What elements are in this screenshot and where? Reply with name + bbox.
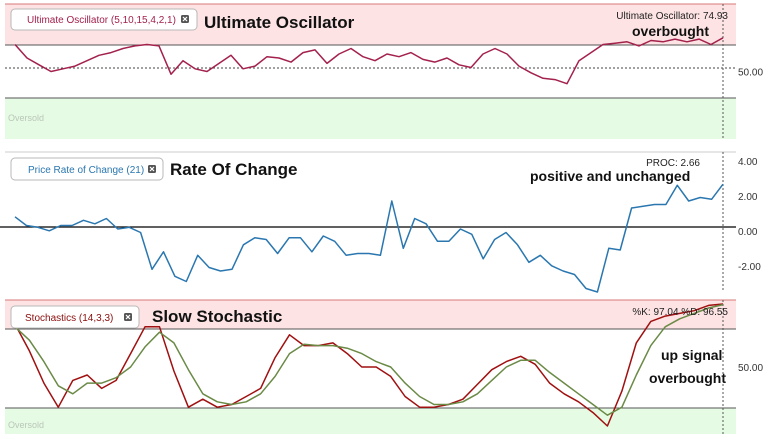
annotation-title: Slow Stochastic [152, 307, 282, 326]
pct-K-line-2-0 [14, 303, 724, 427]
y-axis-ticks: 50.00 [738, 363, 763, 374]
value-readout: PROC: 2.66 [646, 158, 700, 169]
rate-of-change-series [14, 183, 724, 293]
pct-D-line-2-1 [14, 303, 724, 416]
indicator-label-pill[interactable] [10, 157, 164, 181]
annotation-note: positive and unchanged [530, 168, 690, 184]
indicator-label-pill[interactable] [10, 8, 198, 31]
ultimate-oscillator-series [14, 37, 724, 85]
value-readout: %K: 97.04 %D: 96.55 [632, 307, 728, 318]
y-tick-label: -2.00 [738, 262, 761, 273]
rate-of-change-panel: 4.00 2.00 0.00 -2.00 Price Rate of Change (… [0, 151, 761, 293]
indicator-label: Stochastics (14,3,3) [25, 313, 113, 324]
oversold-zone [5, 408, 736, 434]
ultimate-oscillator-panel: 50.00 Oversold Ultimate Oscillator (5,10… [5, 3, 763, 139]
oversold-zone-label: Oversold [8, 420, 44, 430]
y-axis-ticks: 50.00 [738, 68, 763, 79]
indicator-label: Price Rate of Change (21) [28, 165, 144, 176]
annotation-overbought: overbought [649, 370, 726, 386]
annotation-up-signal: up signal [661, 347, 722, 363]
annotation-overbought: overbought [632, 23, 709, 39]
series-line-1-0 [14, 183, 724, 293]
remove-indicator-icon[interactable] [124, 313, 132, 321]
y-tick-label: 2.00 [738, 192, 758, 203]
y-axis-ticks: 4.00 2.00 0.00 -2.00 [738, 157, 761, 273]
value-readout: Ultimate Oscillator: 74.93 [616, 11, 728, 22]
y-tick-label: 50.00 [738, 363, 763, 374]
remove-indicator-icon[interactable] [181, 15, 189, 23]
stochastic-panel: 50.00 Oversold Stochastics (14,3,3) Slow… [5, 299, 763, 434]
y-tick-label: 0.00 [738, 227, 758, 238]
oversold-zone [5, 98, 736, 139]
series-line-0-0 [14, 37, 724, 85]
remove-indicator-icon[interactable] [148, 165, 156, 173]
y-tick-label: 4.00 [738, 157, 758, 168]
indicator-label: Ultimate Oscillator (5,10,15,4,2,1) [27, 15, 176, 26]
annotation-title: Ultimate Oscillator [204, 13, 355, 32]
y-tick-label: 50.00 [738, 68, 763, 79]
indicator-label-pill[interactable] [10, 305, 140, 329]
annotation-title: Rate Of Change [170, 160, 298, 179]
oversold-zone-label: Oversold [8, 113, 44, 123]
stochastic-series [14, 303, 724, 427]
